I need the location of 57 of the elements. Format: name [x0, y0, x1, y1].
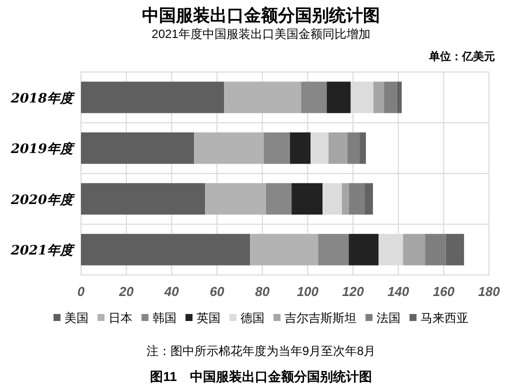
- bar: [364, 183, 373, 215]
- bar: [290, 132, 311, 164]
- legend-label: 日本: [108, 311, 132, 325]
- chart-subtitle: 2021年度中国服装出口美国金额同比增加: [152, 27, 370, 41]
- bar: [81, 234, 250, 266]
- bar: [328, 132, 348, 164]
- bar: [348, 183, 365, 215]
- bar: [446, 234, 464, 266]
- x-tick-label: 60: [210, 284, 225, 299]
- bar: [373, 82, 384, 114]
- bar: [266, 183, 292, 215]
- bar: [310, 132, 329, 164]
- bar: [425, 234, 446, 266]
- bar: [318, 234, 349, 266]
- bar: [81, 132, 194, 164]
- x-tick-label: 80: [255, 284, 270, 299]
- legend-label: 英国: [196, 311, 220, 325]
- bar: [224, 82, 302, 114]
- x-tick-label: 0: [77, 284, 86, 299]
- y-tick-label: 2021年度: [10, 242, 76, 259]
- x-tick-label: 100: [296, 284, 320, 299]
- bar: [326, 82, 351, 114]
- caption: 图11 中国服装出口金额分国别统计图: [150, 369, 372, 384]
- text: 注：图中所示棉花年度为当年9月至次年8月: [146, 344, 376, 358]
- y-tick-label: 2018年度: [10, 90, 76, 106]
- bar: [204, 183, 266, 215]
- legend-label: 美国: [64, 311, 88, 325]
- legend-label: 马来西亚: [420, 311, 468, 325]
- chart-title: 中国服装出口金额分国别统计图: [142, 6, 380, 26]
- bar: [342, 183, 349, 215]
- y-tick-label: 2020年度: [10, 192, 76, 208]
- x-tick-label: 160: [432, 284, 456, 299]
- legend-label: 法国: [376, 311, 400, 325]
- bar: [292, 183, 323, 215]
- x-tick-label: 180: [478, 284, 501, 299]
- bar: [347, 132, 360, 164]
- text: 单位：亿美元: [428, 50, 495, 63]
- bar: [396, 82, 402, 114]
- bar: [360, 132, 366, 164]
- legend-label: 韩国: [152, 311, 176, 325]
- bar: [348, 234, 379, 266]
- bar: [81, 82, 224, 114]
- x-tick-label: 40: [163, 284, 180, 299]
- y-tick-label: 2019年度: [10, 141, 76, 158]
- x-tick-label: 140: [387, 284, 410, 299]
- x-tick-label: 20: [118, 284, 134, 299]
- bar: [264, 132, 290, 164]
- bar: [384, 82, 397, 114]
- bar: [81, 183, 205, 215]
- bar: [403, 234, 426, 266]
- bar: [194, 132, 264, 164]
- bar: [322, 183, 342, 215]
- legend-label: 德国: [240, 311, 264, 325]
- legend-label: 吉尔吉斯斯坦: [284, 311, 356, 325]
- bar: [250, 234, 318, 266]
- x-tick-label: 120: [342, 284, 365, 299]
- bar: [301, 82, 327, 114]
